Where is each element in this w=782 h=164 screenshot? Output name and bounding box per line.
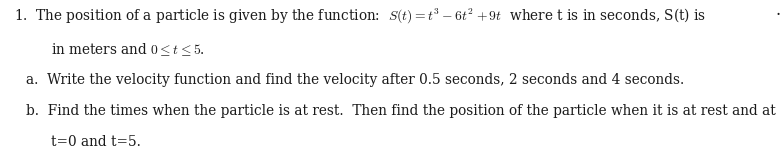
Text: t=0 and t=5.: t=0 and t=5. [51, 135, 141, 149]
Text: in meters and $0 \leq t \leq 5$.: in meters and $0 \leq t \leq 5$. [51, 41, 205, 58]
Text: ·: · [776, 7, 781, 24]
Text: 1.  The position of a particle is given by the function:  $S(t) = t^3 - 6t^2 + 9: 1. The position of a particle is given b… [14, 7, 706, 25]
Text: b.  Find the times when the particle is at rest.  Then find the position of the : b. Find the times when the particle is a… [26, 104, 776, 118]
Text: a.  Write the velocity function and find the velocity after 0.5 seconds, 2 secon: a. Write the velocity function and find … [26, 73, 684, 87]
